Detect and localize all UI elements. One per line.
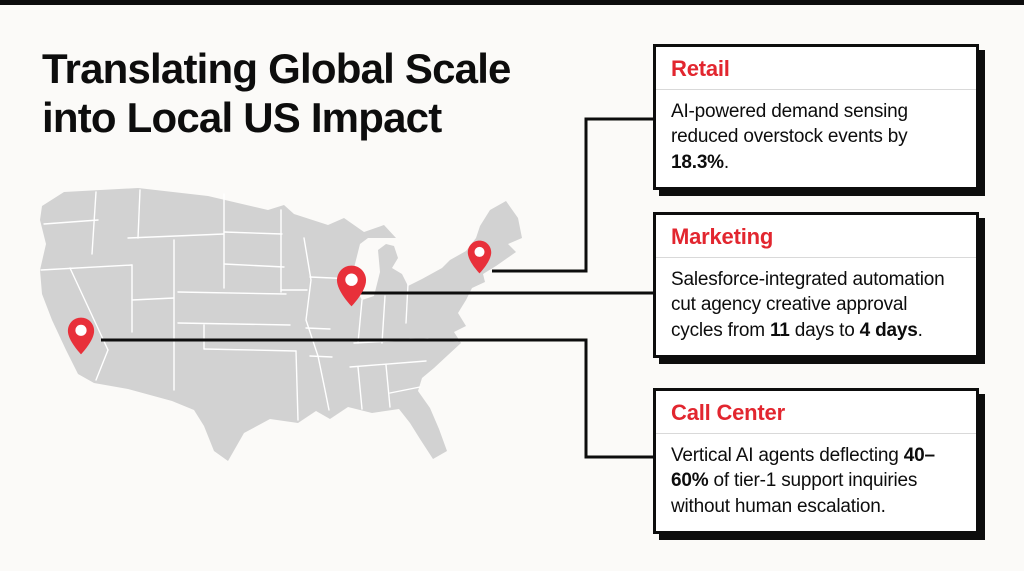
map-pin-midwest	[336, 263, 367, 309]
page-title-line-1: Translating Global Scale	[42, 45, 511, 92]
card-call-center: Call Center Vertical AI agents deflectin…	[653, 388, 979, 535]
us-map-svg	[40, 188, 522, 461]
top-accent-bar	[0, 0, 1024, 5]
map-pin-california	[67, 315, 95, 357]
card-retail-title: Retail	[656, 47, 976, 90]
card-retail-body: AI-powered demand sensing reduced overst…	[671, 101, 908, 173]
card-retail: Retail AI-powered demand sensing reduced…	[653, 44, 979, 191]
card-marketing-title: Marketing	[656, 215, 976, 258]
page-title-line-2: into Local US Impact	[42, 94, 442, 142]
us-map	[28, 180, 528, 472]
card-marketing: Marketing Salesforce-integrated automati…	[653, 212, 979, 359]
page-title: Translating Global Scale into Local US I…	[42, 44, 511, 142]
card-marketing-body: Salesforce-integrated automation cut age…	[671, 269, 945, 341]
location-pin-icon	[336, 265, 367, 307]
location-pin-icon	[67, 317, 95, 355]
card-call-center-title: Call Center	[656, 391, 976, 434]
location-pin-icon	[467, 240, 492, 274]
map-pin-northeast	[467, 238, 492, 276]
card-call-center-body: Vertical AI agents deflecting 40–60% of …	[671, 445, 935, 517]
